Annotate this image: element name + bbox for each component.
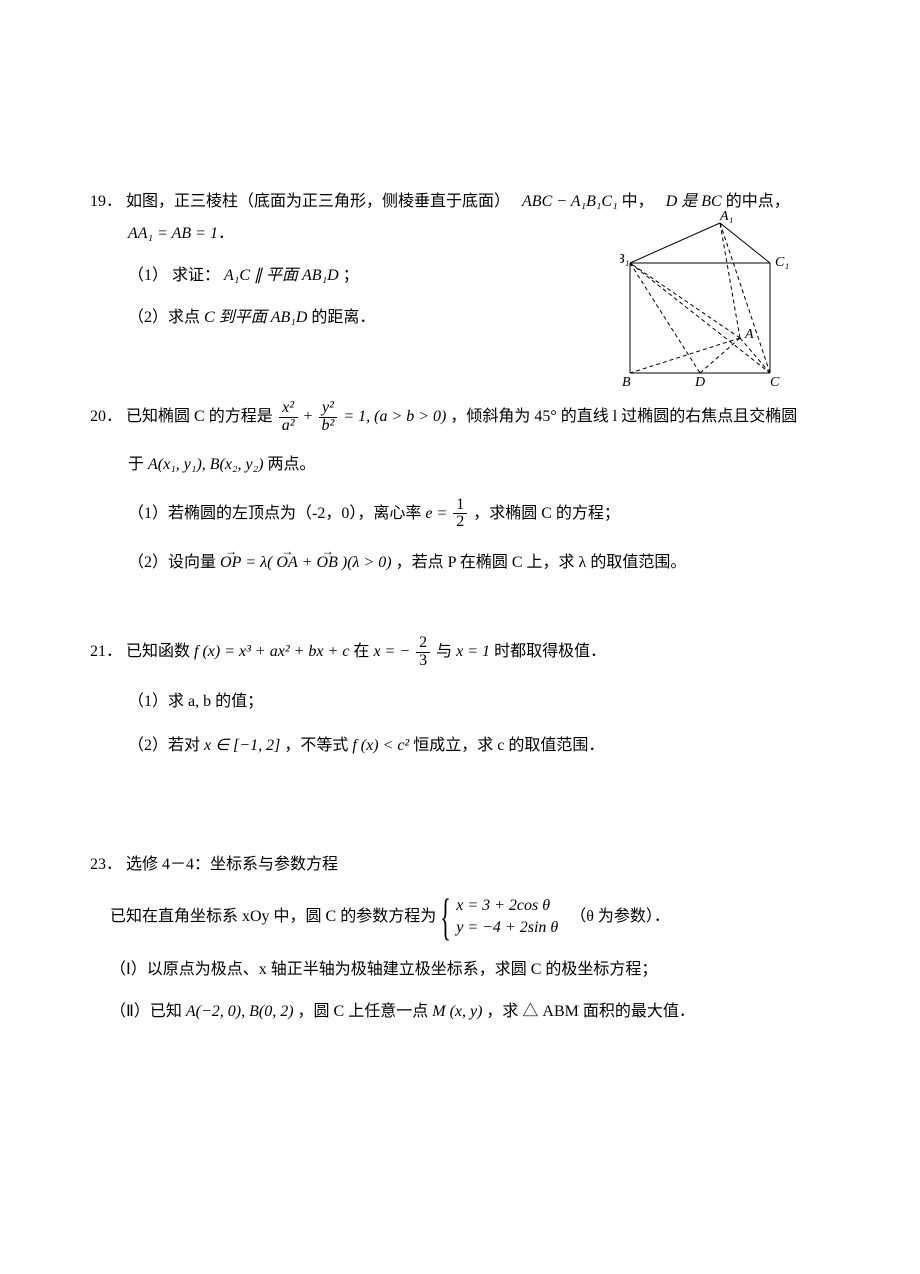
- p20-frac1-d: a²: [279, 418, 298, 435]
- p21-text-d: 时都取得极值．: [494, 643, 606, 660]
- p23-q2-b: ，圆 C 上任意一点: [298, 1003, 429, 1020]
- p23-title-text: 选修 4－4：坐标系与参数方程: [126, 856, 338, 873]
- p20-stem2: 于 A(x₁, y₁), B(x₂, y₂) 两点。: [90, 453, 830, 477]
- p20-vec-OB: OB: [317, 551, 338, 575]
- p20-frac1: x² a²: [279, 400, 298, 435]
- p21-q2-b: ，不等式: [284, 737, 348, 754]
- p21-q1: （1）求 a, b 的值；: [90, 690, 830, 714]
- p19-q1-tail: ；: [343, 267, 359, 284]
- p21-text-c: 与: [436, 643, 452, 660]
- prism-figure: A₁ B₁ C₁ A B D C: [620, 208, 800, 388]
- p21-q2-int: x ∈ [−1, 2]: [204, 737, 280, 754]
- p19-prism-expr: ABC − A₁B₁C₁: [522, 193, 618, 210]
- p19-q1-expr: A₁C ∥ 平面 AB₁D: [224, 267, 339, 284]
- p19-q2-mid: C 到平面: [204, 309, 267, 326]
- problem-21: 21． 已知函数 f (x) = x³ + ax² + bx + c 在 x =…: [90, 635, 830, 758]
- p20-q1-frac-n: 1: [453, 497, 467, 515]
- problem-20: 20． 已知椭圆 C 的方程是 x² a² + y² b² = 1, (a > …: [90, 400, 830, 575]
- p23-sys-x: x = 3 + 2cos θ: [456, 895, 558, 917]
- p21-x1: x = −: [373, 643, 410, 660]
- fig-label-A: A: [744, 327, 754, 342]
- p21-stem: 21． 已知函数 f (x) = x³ + ax² + bx + c 在 x =…: [90, 635, 830, 670]
- p21-q2-a: （2）若对: [128, 737, 200, 754]
- p20-q1-frac: 1 2: [453, 497, 467, 532]
- p20-q2-eq: = λ(: [245, 554, 272, 571]
- p20-q1-e: e =: [425, 505, 447, 522]
- p21-q2-ineq: f (x) < c²: [352, 737, 409, 754]
- p21-x2: x = 1: [456, 643, 490, 660]
- p20-frac2-n: y²: [319, 400, 338, 418]
- p20-text-c: 的直线 l 过椭圆的右焦点且交椭圆: [561, 408, 797, 425]
- p23-q2-pts: A(−2, 0), B(0, 2): [186, 1003, 294, 1020]
- p23-number: 23．: [90, 856, 122, 873]
- p20-frac2-d: b²: [319, 418, 338, 435]
- p20-q2: （2）设向量 OP = λ( OA + OB )(λ > 0) ，若点 P 在椭…: [90, 551, 830, 575]
- p20-vec-OA: OA: [276, 551, 297, 575]
- p19-cond: AA₁ = AB = 1: [128, 225, 218, 242]
- p20-q2-b: ，若点 P 在椭圆 C 上，求 λ 的取值范围。: [396, 554, 687, 571]
- p23-sys-y: y = −4 + 2sin θ: [456, 917, 558, 939]
- p20-text-d: 于: [128, 456, 144, 473]
- p20-q1-frac-d: 2: [453, 514, 467, 531]
- p20-q1-a: （1）若椭圆的左顶点为（-2，0），离心率: [128, 505, 421, 522]
- p21-fn: f (x) = x³ + ax² + bx + c: [194, 643, 349, 660]
- p21-frac-n: 2: [416, 635, 430, 653]
- p23-q2-a: （Ⅱ）已知: [110, 1003, 182, 1020]
- p21-q2: （2）若对 x ∈ [−1, 2] ，不等式 f (x) < c² 恒成立，求 …: [90, 734, 830, 758]
- p20-text-b: ，倾斜角为: [450, 408, 530, 425]
- p20-frac2: y² b²: [319, 400, 338, 435]
- p20-frac1-n: x²: [279, 400, 298, 418]
- p23-q1: （Ⅰ）以原点为极点、x 轴正半轴为极轴建立极坐标系，求圆 C 的极坐标方程；: [90, 958, 830, 982]
- p23-heading: 23． 选修 4－4：坐标系与参数方程: [90, 853, 830, 877]
- p21-frac: 2 3: [416, 635, 430, 670]
- p21-q1-text: （1）求 a, b 的值；: [128, 693, 263, 710]
- fig-label-C: C: [770, 375, 780, 388]
- problem-19: 19． 如图，正三棱柱（底面为正三角形，侧棱垂直于底面） ABC − A₁B₁C…: [90, 190, 830, 330]
- p20-q1: （1）若椭圆的左顶点为（-2，0），离心率 e = 1 2 ，求椭圆 C 的方程…: [90, 497, 830, 532]
- fig-label-C1: C₁: [775, 255, 789, 270]
- p19-number: 19．: [90, 193, 122, 210]
- p20-text-a: 已知椭圆 C 的方程是: [126, 408, 273, 425]
- p23-text-a: 已知在直角坐标系 xOy 中，圆 C 的参数方程为: [110, 908, 436, 925]
- p20-rhs: = 1, (a > b > 0): [343, 408, 446, 425]
- p20-vec-OP: OP: [220, 551, 241, 575]
- p20-q1-b: ，求椭圆 C 的方程；: [473, 505, 620, 522]
- p21-q2-c: 恒成立，求 c 的取值范围．: [413, 737, 604, 754]
- p20-q2-a: （2）设向量: [128, 554, 216, 571]
- p20-stem1: 20． 已知椭圆 C 的方程是 x² a² + y² b² = 1, (a > …: [90, 400, 830, 435]
- p20-number: 20．: [90, 408, 122, 425]
- p21-text-b: 在: [353, 643, 369, 660]
- p19-q2-tail: 的距离．: [311, 309, 375, 326]
- fig-label-B: B: [622, 375, 631, 388]
- p23-system: x = 3 + 2cos θ y = −4 + 2sin θ: [440, 895, 558, 940]
- p20-q2-paren: )(λ > 0): [342, 554, 392, 571]
- p20-text-e: 两点。: [268, 456, 316, 473]
- p23-q2-m: M (x, y): [432, 1003, 482, 1020]
- p21-frac-d: 3: [416, 653, 430, 670]
- p23-q2-c: ，求 △ ABM 面积的最大值．: [486, 1003, 694, 1020]
- fig-label-D: D: [694, 375, 705, 388]
- fig-label-B1: B₁: [620, 252, 629, 267]
- p19-q2-expr: AB₁D: [271, 309, 308, 326]
- p19-q2-label: （2）求点: [128, 309, 200, 326]
- p21-text-a: 已知函数: [126, 643, 190, 660]
- p23-text-b: （θ 为参数）．: [570, 908, 670, 925]
- p20-plus: +: [304, 408, 313, 425]
- problem-23: 23． 选修 4－4：坐标系与参数方程 已知在直角坐标系 xOy 中，圆 C 的…: [90, 853, 830, 1024]
- p20-angle: 45°: [534, 408, 556, 425]
- p23-stem: 已知在直角坐标系 xOy 中，圆 C 的参数方程为 x = 3 + 2cos θ…: [90, 895, 830, 940]
- p19-q1-label: （1） 求证：: [128, 267, 220, 284]
- p21-number: 21．: [90, 643, 122, 660]
- p20-q2-plus: +: [302, 554, 317, 571]
- p19-text-a: 如图，正三棱柱（底面为正三角形，侧棱垂直于底面）: [126, 193, 510, 210]
- p23-q2: （Ⅱ）已知 A(−2, 0), B(0, 2) ，圆 C 上任意一点 M (x,…: [90, 1000, 830, 1024]
- fig-label-A1: A₁: [719, 209, 733, 224]
- p23-q1-text: （Ⅰ）以原点为极点、x 轴正半轴为极轴建立极坐标系，求圆 C 的极坐标方程；: [110, 961, 657, 978]
- p20-points: A(x₁, y₁), B(x₂, y₂): [148, 456, 264, 473]
